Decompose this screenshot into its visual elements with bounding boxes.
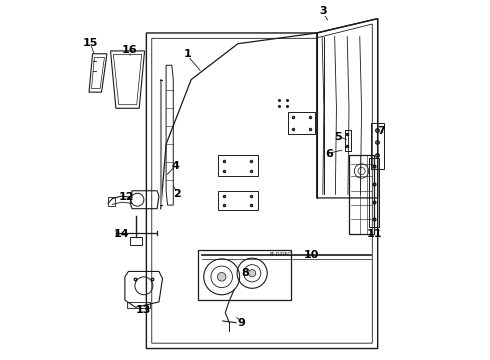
Bar [218,191,258,211]
Text: 16: 16 [122,45,137,55]
Bar [368,158,379,226]
Text: 8: 8 [241,268,249,278]
Bar [197,250,291,300]
Text: 7: 7 [377,126,385,135]
Text: 13: 13 [136,305,151,315]
Bar [126,302,150,309]
Text: 10: 10 [304,250,319,260]
Bar [370,123,384,169]
Text: 11: 11 [367,229,383,239]
Text: 3: 3 [319,6,327,17]
Bar [218,155,258,176]
Text: 6: 6 [325,149,333,159]
Bar [288,112,315,134]
Circle shape [218,273,226,281]
Text: 1: 1 [184,49,192,59]
Text: 2: 2 [173,189,181,199]
Text: 15: 15 [82,38,98,48]
Text: 5: 5 [335,132,342,142]
Text: 4: 4 [171,161,179,171]
Bar [129,237,142,244]
Bar [349,155,374,234]
Bar [108,197,115,206]
Text: 12: 12 [118,192,134,202]
Text: 14: 14 [114,229,129,239]
Text: 9: 9 [238,319,245,328]
Circle shape [248,270,256,277]
Text: BI-DIREC: BI-DIREC [270,252,292,257]
